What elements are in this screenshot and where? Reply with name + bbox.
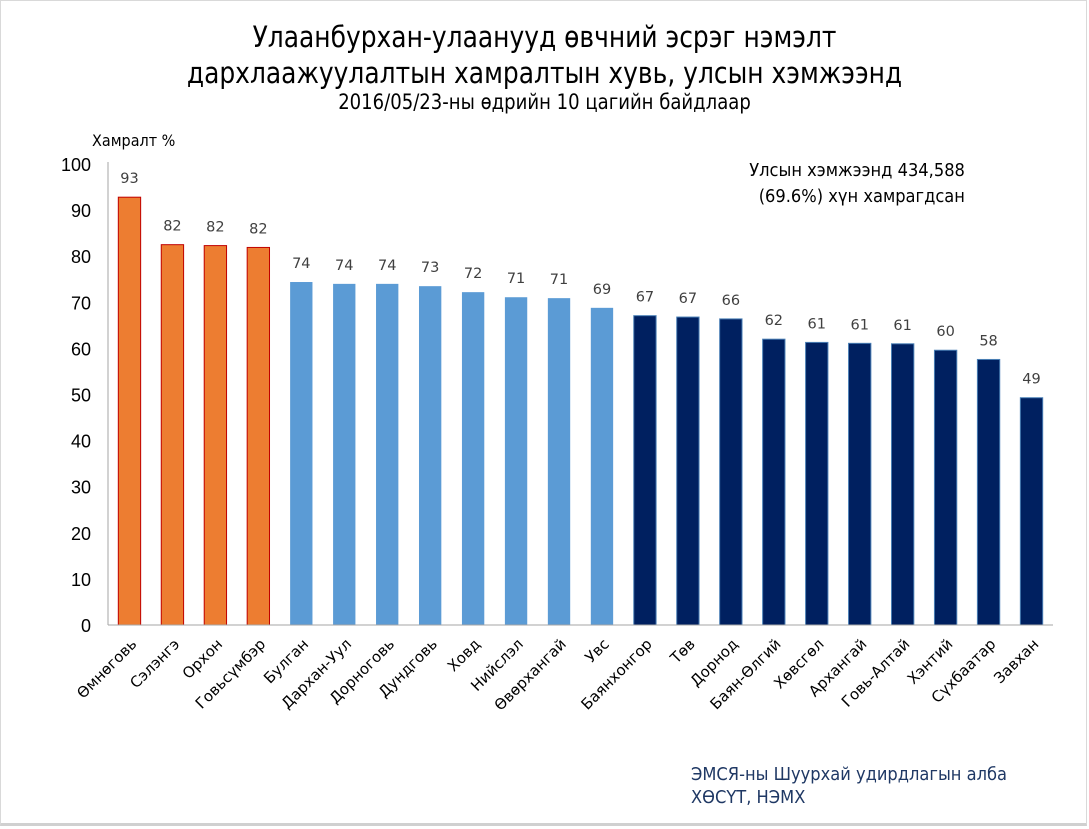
bar-21 xyxy=(976,358,1001,626)
data-label: 67 xyxy=(679,291,697,307)
y-tick-label: 80 xyxy=(71,247,91,267)
y-tick-label: 90 xyxy=(71,201,91,221)
bar-12 xyxy=(590,307,614,625)
data-label: 82 xyxy=(249,221,267,237)
data-label: 71 xyxy=(550,272,568,288)
bar-4 xyxy=(246,246,271,626)
bar-5 xyxy=(290,282,313,625)
data-label: 74 xyxy=(292,256,310,272)
data-label: 93 xyxy=(120,171,138,187)
data-label: 69 xyxy=(593,282,611,298)
data-label: 61 xyxy=(893,318,911,334)
bar-3 xyxy=(203,245,228,626)
bar-10 xyxy=(504,297,528,625)
chart-subtitle: 2016/05/23-ны өдрийн 10 цагийн байдлаар xyxy=(338,90,751,114)
bar-19 xyxy=(890,343,915,626)
y-tick-label: 100 xyxy=(61,155,91,175)
bar-17 xyxy=(805,341,829,626)
data-label: 82 xyxy=(206,220,224,236)
bar-7 xyxy=(376,283,399,625)
annotation-line-1: Улсын хэмжээнд 434,588 xyxy=(749,161,965,181)
source-line-2: ХӨСҮТ, НЭМХ xyxy=(691,788,806,808)
y-tick-label: 0 xyxy=(81,616,91,636)
source-note: ЭМСЯ-ны Шуурхай удирдлагын алба ХӨСҮТ, Н… xyxy=(691,764,1007,810)
bar-11 xyxy=(547,298,571,625)
data-label: 62 xyxy=(765,313,783,329)
data-label: 74 xyxy=(335,258,353,274)
y-tick-label: 20 xyxy=(71,524,91,544)
data-label: 74 xyxy=(378,258,396,274)
chart-title-line-1: Улаанбурхан-улаанууд өвчний эсрэг нэмэлт xyxy=(252,20,837,54)
data-label: 58 xyxy=(979,333,997,349)
bar-20 xyxy=(933,349,958,626)
y-axis-label: Хамралт % xyxy=(92,131,176,150)
data-label: 82 xyxy=(163,219,181,235)
bar-15 xyxy=(719,318,743,626)
bar-8 xyxy=(418,286,442,625)
y-tick-label: 10 xyxy=(71,570,91,590)
annotation-line-2: (69.6%) хүн хамрагдсан xyxy=(758,187,965,207)
y-tick-label: 70 xyxy=(71,293,91,313)
x-axis-tick-labels: ӨмнөговьСэлэнгэОрхонГовьсүмбэрБулганДарх… xyxy=(73,635,1042,714)
x-tick-label: Завхан xyxy=(990,635,1042,687)
y-tick-label: 30 xyxy=(71,478,91,498)
x-tick-label: Увс xyxy=(582,635,613,666)
bar-13 xyxy=(633,315,657,626)
data-label: 72 xyxy=(464,266,482,282)
bar-1 xyxy=(117,196,142,626)
bar-6 xyxy=(333,283,356,625)
bars xyxy=(117,196,1044,626)
national-coverage-annotation: Улсын хэмжээнд 434,588 (69.6%) хүн хамра… xyxy=(749,158,965,210)
chart-title-line-2: дархлаажуулалтын хамралтын хувь, улсын х… xyxy=(186,56,903,90)
bar-14 xyxy=(676,316,700,626)
data-label: 73 xyxy=(421,260,439,276)
data-labels: 93 82 82 82 74 74 74 73 72 71 71 69 67 67 66 62 61 61 61 60… xyxy=(120,171,1040,388)
y-tick-label: 60 xyxy=(71,339,91,359)
bar-22 xyxy=(1019,397,1044,626)
bar-2 xyxy=(160,244,185,626)
data-label: 61 xyxy=(808,316,826,332)
x-tick-label: Ховд xyxy=(444,635,484,675)
y-tick-label: 40 xyxy=(71,432,91,452)
bar-16 xyxy=(762,338,786,626)
bar-18 xyxy=(848,342,872,626)
x-tick-label: Өмнөговь xyxy=(73,635,140,702)
x-tick-label: Төв xyxy=(666,635,699,668)
data-label: 49 xyxy=(1022,372,1040,388)
data-label: 71 xyxy=(507,271,525,287)
source-line-1: ЭМСЯ-ны Шуурхай удирдлагын алба xyxy=(691,765,1007,785)
y-tick-label: 50 xyxy=(71,386,91,406)
data-label: 60 xyxy=(936,324,954,340)
data-label: 66 xyxy=(722,293,740,309)
bar-9 xyxy=(461,292,485,625)
data-label: 61 xyxy=(850,317,868,333)
y-axis-ticks: 0 10 20 30 40 50 60 70 80 90 100 xyxy=(61,155,91,636)
data-label: 67 xyxy=(636,290,654,306)
